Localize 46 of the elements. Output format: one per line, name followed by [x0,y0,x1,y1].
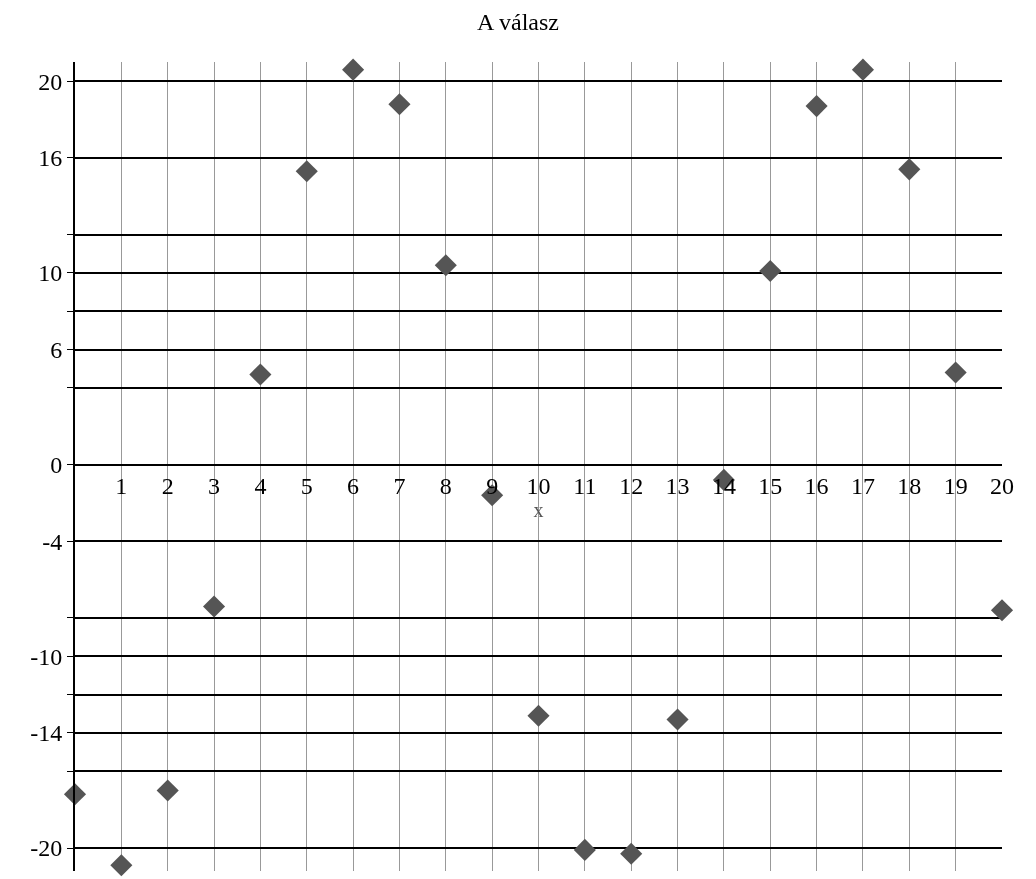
y-tick-label: -14 [30,720,63,747]
point [342,58,365,81]
x-tick-label: 15 [758,473,783,500]
x-tick-label: 12 [619,473,644,500]
point [573,838,596,861]
x-tick-label: 6 [347,473,360,500]
x-tick-label: 19 [943,473,968,500]
point [944,361,967,384]
point [898,158,921,181]
x-tick-label: 18 [897,473,922,500]
x-tick-label: 3 [208,473,221,500]
point [851,58,874,81]
y-tick-label: -10 [30,643,63,670]
x-tick-label: 16 [804,473,829,500]
point [759,259,782,283]
y-tick-label: 0 [50,451,63,478]
x-tick-label: 13 [665,473,690,500]
x-tick-label: 7 [393,473,406,500]
point [434,254,457,277]
x-tick-label: 1 [115,473,128,500]
point [805,95,828,118]
x-tick-label: 17 [850,473,875,500]
chart-title: A válasz [477,8,559,35]
x-tick-label: 8 [439,473,452,500]
y-tick-label: 10 [38,260,63,287]
x-tick-label: 4 [254,473,267,500]
y-tick-label: 16 [38,145,63,172]
point [249,363,272,386]
x-tick-label: 20 [990,473,1014,500]
point [666,708,689,731]
point [295,160,318,183]
point [388,93,411,116]
y-tick-label: -4 [42,528,63,555]
point [156,779,179,802]
point [620,842,643,865]
y-tick-label: 20 [38,68,63,95]
y-tick-label: 6 [50,336,63,363]
x-tick-label: 5 [300,473,313,500]
point [110,854,133,877]
x-tick-label: 10 [526,473,551,500]
point [203,595,226,618]
x-tick-label: 2 [161,473,174,500]
y-tick-label: -20 [30,835,63,862]
point [527,704,550,727]
x-tick-label: 11 [573,473,597,500]
point [990,599,1014,622]
